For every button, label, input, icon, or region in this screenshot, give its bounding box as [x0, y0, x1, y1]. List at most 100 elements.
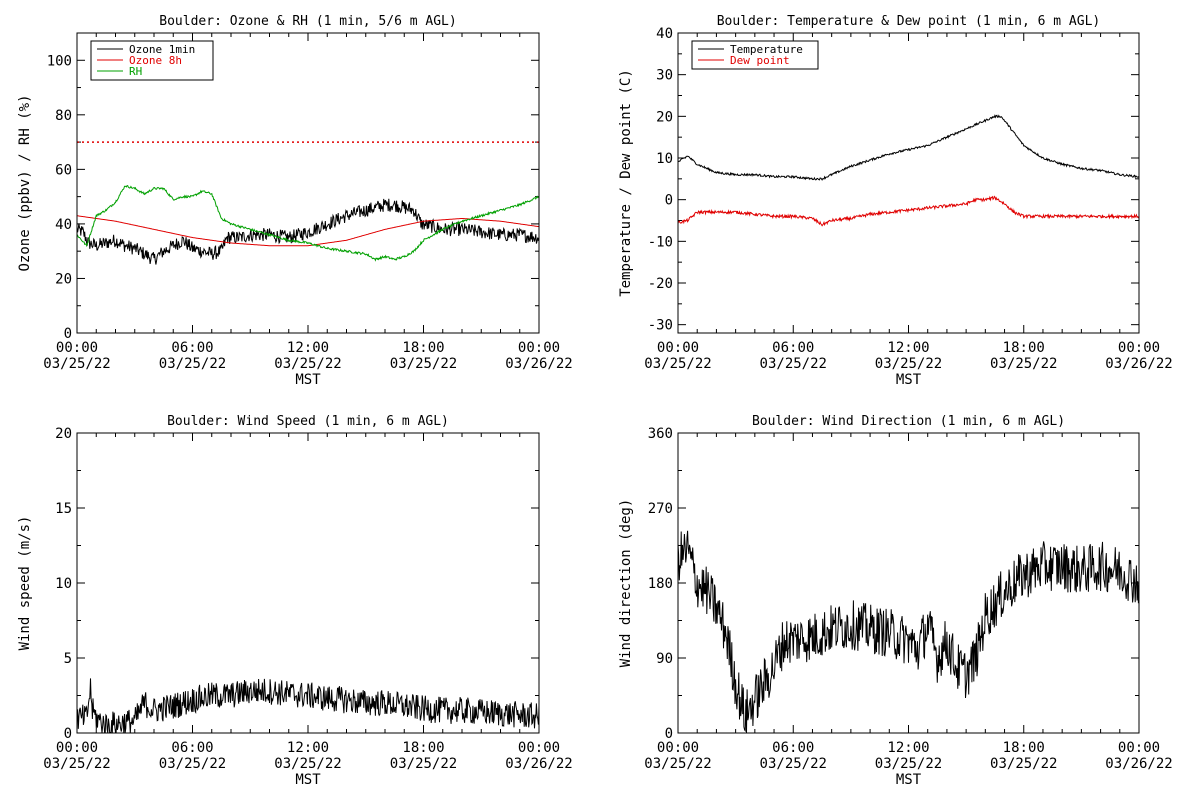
- ozone-rh-series-2: [77, 185, 539, 262]
- wind-speed-xtick-time: 18:00: [402, 740, 444, 756]
- wind-speed-xtick-time: 12:00: [287, 740, 329, 756]
- wind-direction-xtick-date: 03/25/22: [760, 756, 827, 772]
- ozone-rh-xtick-time: 00:00: [518, 340, 560, 356]
- ozone-rh-ytick-label: 0: [64, 326, 72, 342]
- temperature-dewpoint-legend-box: [691, 40, 819, 70]
- panel-wind-direction: Boulder: Wind Direction (1 min, 6 m AGL)…: [618, 414, 1173, 788]
- temperature-dewpoint-xlabel: MST: [896, 372, 922, 388]
- temperature-dewpoint-xtick-date: 03/25/22: [875, 356, 942, 372]
- wind-speed-xtick-date: 03/25/22: [43, 756, 110, 772]
- wind-speed-ytick-label: 5: [64, 651, 72, 667]
- wind-speed-ylabel: Wind speed (m/s): [17, 516, 33, 651]
- ozone-rh-xtick-time: 18:00: [402, 340, 444, 356]
- temperature-dewpoint-ytick-label: -30: [648, 318, 673, 334]
- temperature-dewpoint-xtick-date: 03/25/22: [760, 356, 827, 372]
- wind-direction-series-0: [678, 530, 1139, 733]
- ozone-rh-plot-area: [77, 141, 539, 265]
- temperature-dewpoint-xtick-time: 00:00: [657, 340, 699, 356]
- ozone-rh-xlabel: MST: [295, 372, 321, 388]
- wind-speed-xtick-date: 03/25/22: [274, 756, 341, 772]
- wind-speed-xtick-date: 03/26/22: [505, 756, 572, 772]
- temperature-dewpoint-ytick-label: -20: [648, 276, 673, 292]
- temperature-dewpoint-xtick-date: 03/25/22: [644, 356, 711, 372]
- ozone-rh-ylabel: Ozone (ppbv) / RH (%): [17, 94, 33, 271]
- ozone-rh-xtick-date: 03/25/22: [274, 356, 341, 372]
- wind-speed-ytick-label: 0: [64, 726, 72, 742]
- ozone-rh-xtick-date: 03/25/22: [390, 356, 457, 372]
- temperature-dewpoint-series-1: [678, 195, 1139, 227]
- wind-speed-xtick-time: 06:00: [171, 740, 213, 756]
- temperature-dewpoint-xtick-time: 00:00: [1118, 340, 1160, 356]
- wind-direction-frame: [677, 432, 1140, 734]
- ozone-rh-legend-label: Ozone 8h: [129, 54, 182, 67]
- ozone-rh-xtick-date: 03/25/22: [159, 356, 226, 372]
- wind-direction-ytick-label: 0: [665, 726, 673, 742]
- ozone-rh-frame: [76, 32, 540, 334]
- temperature-dewpoint-series-0: [678, 114, 1139, 181]
- ozone-rh-ytick-label: 40: [55, 217, 72, 233]
- wind-direction-ylabel: Wind direction (deg): [618, 499, 634, 668]
- ozone-rh-legend-label: Ozone 1min: [129, 43, 195, 56]
- temperature-dewpoint-ytick-label: 0: [665, 193, 673, 209]
- temperature-dewpoint-xtick-time: 12:00: [887, 340, 929, 356]
- ozone-rh-ytick-label: 100: [47, 53, 72, 69]
- ozone-rh-ytick-label: 60: [55, 162, 72, 178]
- wind-speed-xtick-time: 00:00: [56, 740, 98, 756]
- wind-speed-title: Boulder: Wind Speed (1 min, 6 m AGL): [167, 414, 449, 429]
- temperature-dewpoint-ytick-label: 10: [656, 151, 673, 167]
- ozone-rh-series-0: [77, 198, 539, 265]
- ozone-rh-title: Boulder: Ozone & RH (1 min, 5/6 m AGL): [159, 14, 456, 29]
- ozone-rh-ytick-label: 80: [55, 108, 72, 124]
- ozone-rh-xtick-time: 00:00: [56, 340, 98, 356]
- wind-direction-title: Boulder: Wind Direction (1 min, 6 m AGL): [752, 414, 1065, 429]
- wind-speed-xtick-date: 03/25/22: [390, 756, 457, 772]
- wind-speed-frame: [76, 432, 540, 734]
- ozone-rh-ytick-label: 20: [55, 271, 72, 287]
- wind-direction-xtick-date: 03/25/22: [875, 756, 942, 772]
- temperature-dewpoint-ytick-label: 30: [656, 68, 673, 84]
- wind-direction-ytick-label: 360: [648, 426, 673, 442]
- temperature-dewpoint-ylabel: Temperature / Dew point (C): [618, 69, 634, 297]
- wind-direction-ytick-label: 270: [648, 501, 673, 517]
- panel-ozone-rh: Boulder: Ozone & RH (1 min, 5/6 m AGL) 0 2…: [17, 14, 573, 388]
- temperature-dewpoint-ytick-label: 40: [656, 26, 673, 42]
- wind-speed-ytick-label: 15: [55, 501, 72, 517]
- wind-speed-ytick-label: 10: [55, 576, 72, 592]
- wind-speed-xtick-time: 00:00: [518, 740, 560, 756]
- wind-direction-xlabel: MST: [896, 772, 922, 788]
- wind-speed-series-0: [77, 678, 539, 733]
- temperature-dewpoint-legend-label: Dew point: [730, 54, 790, 67]
- panel-temperature-dewpoint: Boulder: Temperature & Dew point (1 min,…: [618, 14, 1173, 388]
- ozone-rh-series-1: [77, 215, 539, 247]
- wind-direction-xtick-date: 03/25/22: [644, 756, 711, 772]
- wind-speed-plot-area: [77, 678, 539, 733]
- temperature-dewpoint-xtick-time: 06:00: [772, 340, 814, 356]
- temperature-dewpoint-xtick-date: 03/25/22: [990, 356, 1057, 372]
- wind-direction-xtick-time: 06:00: [772, 740, 814, 756]
- temperature-dewpoint-frame: [677, 32, 1140, 334]
- temperature-dewpoint-xtick-time: 18:00: [1003, 340, 1045, 356]
- ozone-rh-xtick-date: 03/26/22: [505, 356, 572, 372]
- temperature-dewpoint-title: Boulder: Temperature & Dew point (1 min,…: [717, 14, 1101, 29]
- wind-direction-plot-area: [678, 530, 1139, 733]
- ozone-rh-legend-label: RH: [129, 65, 142, 78]
- wind-speed-ytick-label: 20: [55, 426, 72, 442]
- ozone-rh-xtick-time: 12:00: [287, 340, 329, 356]
- wind-direction-xtick-time: 18:00: [1003, 740, 1045, 756]
- ozone-rh-xtick-time: 06:00: [171, 340, 213, 356]
- wind-direction-ytick-label: 180: [648, 576, 673, 592]
- temperature-dewpoint-plot-area: [678, 114, 1139, 227]
- wind-direction-xtick-time: 12:00: [887, 740, 929, 756]
- wind-speed-xtick-date: 03/25/22: [159, 756, 226, 772]
- wind-direction-ytick-label: 90: [656, 651, 673, 667]
- wind-direction-xtick-date: 03/26/22: [1105, 756, 1172, 772]
- temperature-dewpoint-ytick-label: -10: [648, 234, 673, 250]
- ozone-rh-xtick-date: 03/25/22: [43, 356, 110, 372]
- temperature-dewpoint-legend-label: Temperature: [730, 43, 803, 56]
- wind-speed-xlabel: MST: [295, 772, 321, 788]
- wind-direction-xtick-date: 03/25/22: [990, 756, 1057, 772]
- panel-wind-speed: Boulder: Wind Speed (1 min, 6 m AGL) 0 5 10…: [17, 414, 573, 788]
- wind-direction-xtick-time: 00:00: [1118, 740, 1160, 756]
- temperature-dewpoint-ytick-label: 20: [656, 109, 673, 125]
